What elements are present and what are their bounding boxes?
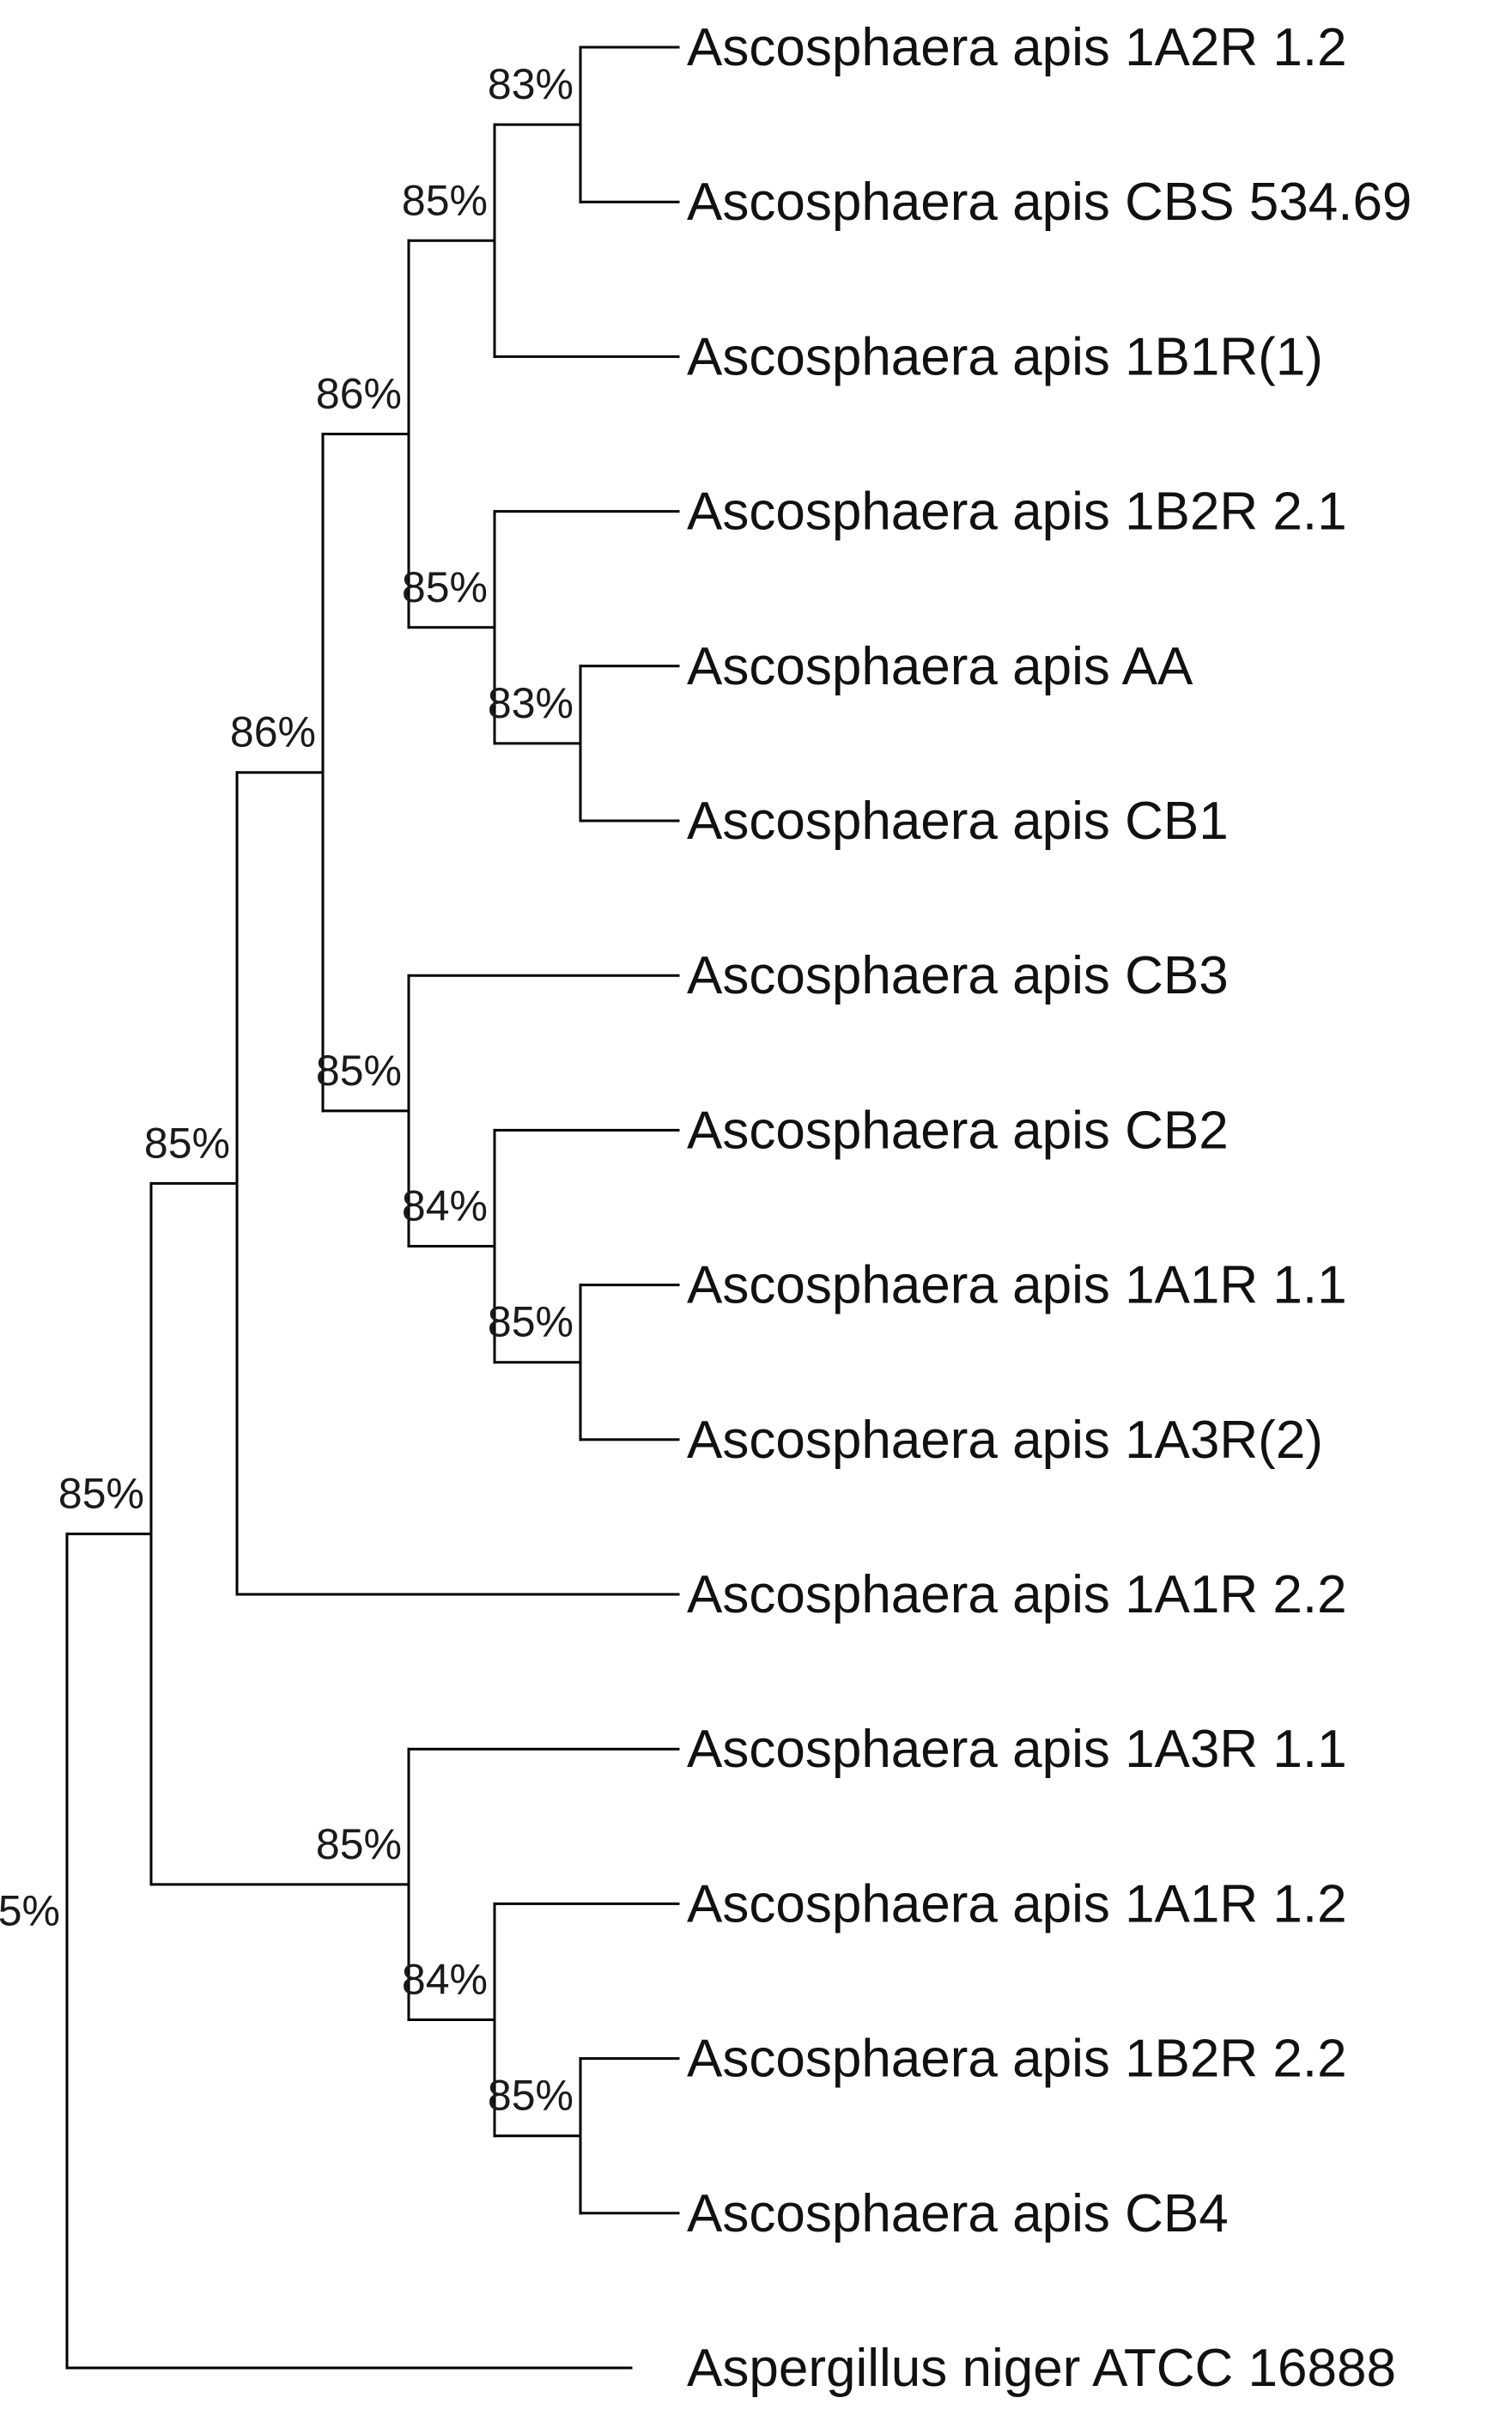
taxon-label: Ascosphaera apis 1A2R 1.2 [687,18,1347,77]
taxon-label: Ascosphaera apis 1A3R 1.1 [687,1720,1347,1779]
bootstrap-support-label: 85% [488,2072,574,2120]
taxon-label: Ascosphaera apis CB1 [687,792,1229,851]
bootstrap-support-label: 85% [488,1298,574,1346]
taxon-label: Ascosphaera apis 1B2R 2.2 [687,2030,1347,2089]
taxon-label: Ascosphaera apis CB2 [687,1101,1229,1160]
taxon-label: Ascosphaera apis AA [687,637,1193,696]
bootstrap-support-label: 83% [488,60,574,108]
taxon-label: Ascosphaera apis CBS 534.69 [687,173,1412,232]
bootstrap-support-label: 83% [488,679,574,727]
bootstrap-support-label: 84% [402,1956,488,2004]
bootstrap-support-label: 86% [316,370,402,418]
bootstrap-support-label: 85% [58,1470,144,1518]
taxon-label: Ascosphaera apis 1A1R 2.2 [687,1565,1347,1624]
bootstrap-support-label: 85% [316,1047,402,1095]
bootstrap-support-label: 86% [230,708,316,756]
bootstrap-support-label: 84% [402,1182,488,1230]
bootstrap-support-label: 85% [402,176,488,224]
taxon-label: Ascosphaera apis CB3 [687,946,1229,1005]
bootstrap-support-label: 85% [316,1820,402,1868]
taxon-label: Ascosphaera apis CB4 [687,2184,1229,2243]
taxon-labels: Ascosphaera apis 1A2R 1.2 Ascosphaera api… [687,18,1412,2398]
tree-branches [65,46,680,2370]
taxon-label: Ascosphaera apis 1B2R 2.1 [687,483,1347,542]
taxon-label: Ascosphaera apis 1A1R 1.2 [687,1874,1347,1933]
bootstrap-support-label: 85% [0,1886,60,1934]
bootstrap-support-label: 85% [402,563,488,611]
bootstrap-support-label: 85% [144,1119,230,1167]
support-labels: 83% 85% 83% 85% 86% 85% 84% 85% 86% 85% 85% 84% 85% 8… [0,60,574,2120]
taxon-label: Ascosphaera apis 1A1R 1.1 [687,1256,1347,1315]
taxon-label: Ascosphaera apis 1A3R(2) [687,1411,1323,1470]
taxon-label: Ascosphaera apis 1B1R(1) [687,327,1323,386]
taxon-label: Aspergillus niger ATCC 16888 [687,2339,1396,2398]
